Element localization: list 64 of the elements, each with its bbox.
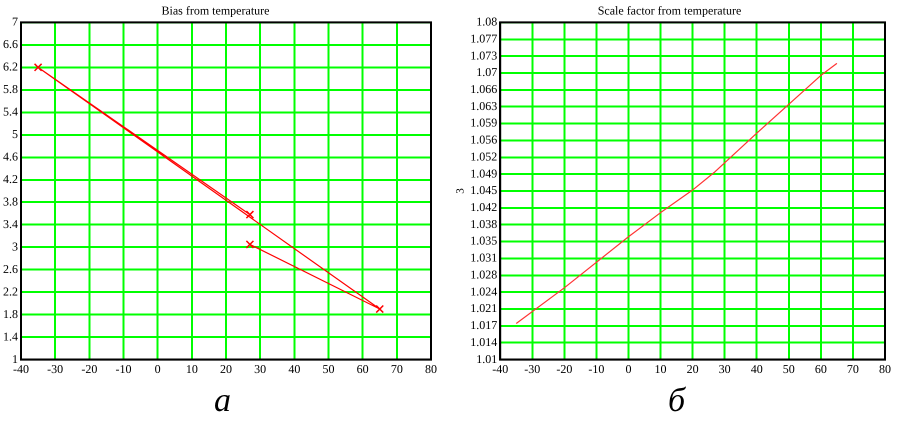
y-tick-label: 1.066: [470, 82, 498, 96]
x-tick-label: 70: [390, 362, 403, 376]
y-tick-label: 6.6: [3, 37, 18, 52]
y-tick-label: 1.063: [470, 98, 498, 113]
y-tick-label: 5.4: [3, 104, 18, 118]
y-tick-label: 1.07: [476, 65, 498, 80]
y-tick-label: 4.2: [3, 172, 18, 186]
x-tick-label: 30: [718, 362, 731, 376]
y-tick-label: 2.6: [3, 262, 18, 276]
y-tick-label: 1.021: [470, 301, 498, 316]
y-tick-label: 1.042: [470, 200, 498, 214]
x-tick-label: 0: [625, 362, 632, 376]
y-tick-label: 1.017: [470, 318, 498, 332]
x-tick-label: 20: [686, 362, 699, 376]
x-tick-label: 60: [356, 362, 369, 376]
y-tick-label: 3.8: [3, 194, 18, 208]
chart-title: Scale factor from temperature: [598, 3, 742, 18]
x-tick-label: -30: [47, 362, 64, 376]
y-tick-label: 1.049: [470, 166, 498, 180]
y-tick-label: 1.08: [476, 14, 498, 29]
x-tick-label: -20: [81, 362, 98, 376]
y-tick-label: 6.2: [3, 60, 18, 74]
y-tick-label: 5.8: [3, 82, 18, 96]
y-tick-label: 1.059: [470, 116, 498, 130]
x-tick-label: -10: [116, 362, 132, 376]
x-tick-label: 10: [654, 362, 667, 376]
x-tick-label: -30: [524, 362, 540, 376]
y-tick-label: 1.031: [470, 250, 498, 265]
y-tick-label: 3.4: [3, 216, 18, 231]
x-tick-label: 80: [425, 362, 437, 376]
x-tick-label: 0: [154, 362, 161, 376]
y-axis-title: 3: [454, 188, 466, 194]
x-tick-label: 20: [220, 362, 232, 376]
x-tick-label: 50: [322, 362, 334, 376]
y-tick-label: 1.045: [470, 183, 498, 198]
y-tick-label: 1.028: [470, 267, 498, 282]
y-tick-label: 3: [12, 239, 18, 254]
x-tick-label: 70: [846, 362, 859, 376]
y-tick-label: 1.052: [470, 149, 498, 164]
y-tick-label: 7: [12, 14, 18, 29]
x-tick-label: 30: [254, 362, 266, 376]
y-tick-label: 4.6: [3, 149, 18, 164]
x-tick-label: -20: [556, 362, 572, 376]
x-tick-label: -10: [588, 362, 604, 376]
y-tick-label: 1.014: [470, 334, 498, 349]
y-tick-label: 1.038: [470, 216, 498, 231]
x-tick-label: 60: [814, 362, 827, 376]
y-tick-label: 1.035: [470, 234, 498, 248]
y-tick-label: 1.8: [3, 306, 18, 321]
text: б: [666, 381, 687, 421]
y-tick-label: 5: [12, 126, 18, 141]
chart-title: Bias from temperature: [162, 3, 270, 18]
y-tick-label: 1.024: [470, 284, 498, 298]
y-tick-label: 1.4: [3, 329, 18, 344]
y-tick-label: 1.056: [470, 132, 498, 147]
x-tick-label: 10: [186, 362, 198, 376]
x-tick-label: 40: [288, 362, 300, 376]
y-tick-label: 1.073: [470, 48, 498, 62]
x-tick-label: 50: [782, 362, 795, 376]
text: a: [213, 381, 232, 421]
y-tick-label: 1.077: [470, 31, 498, 46]
x-tick-label: 80: [879, 362, 891, 376]
x-tick-label: 40: [750, 362, 763, 376]
y-tick-label: 2.2: [3, 284, 18, 298]
